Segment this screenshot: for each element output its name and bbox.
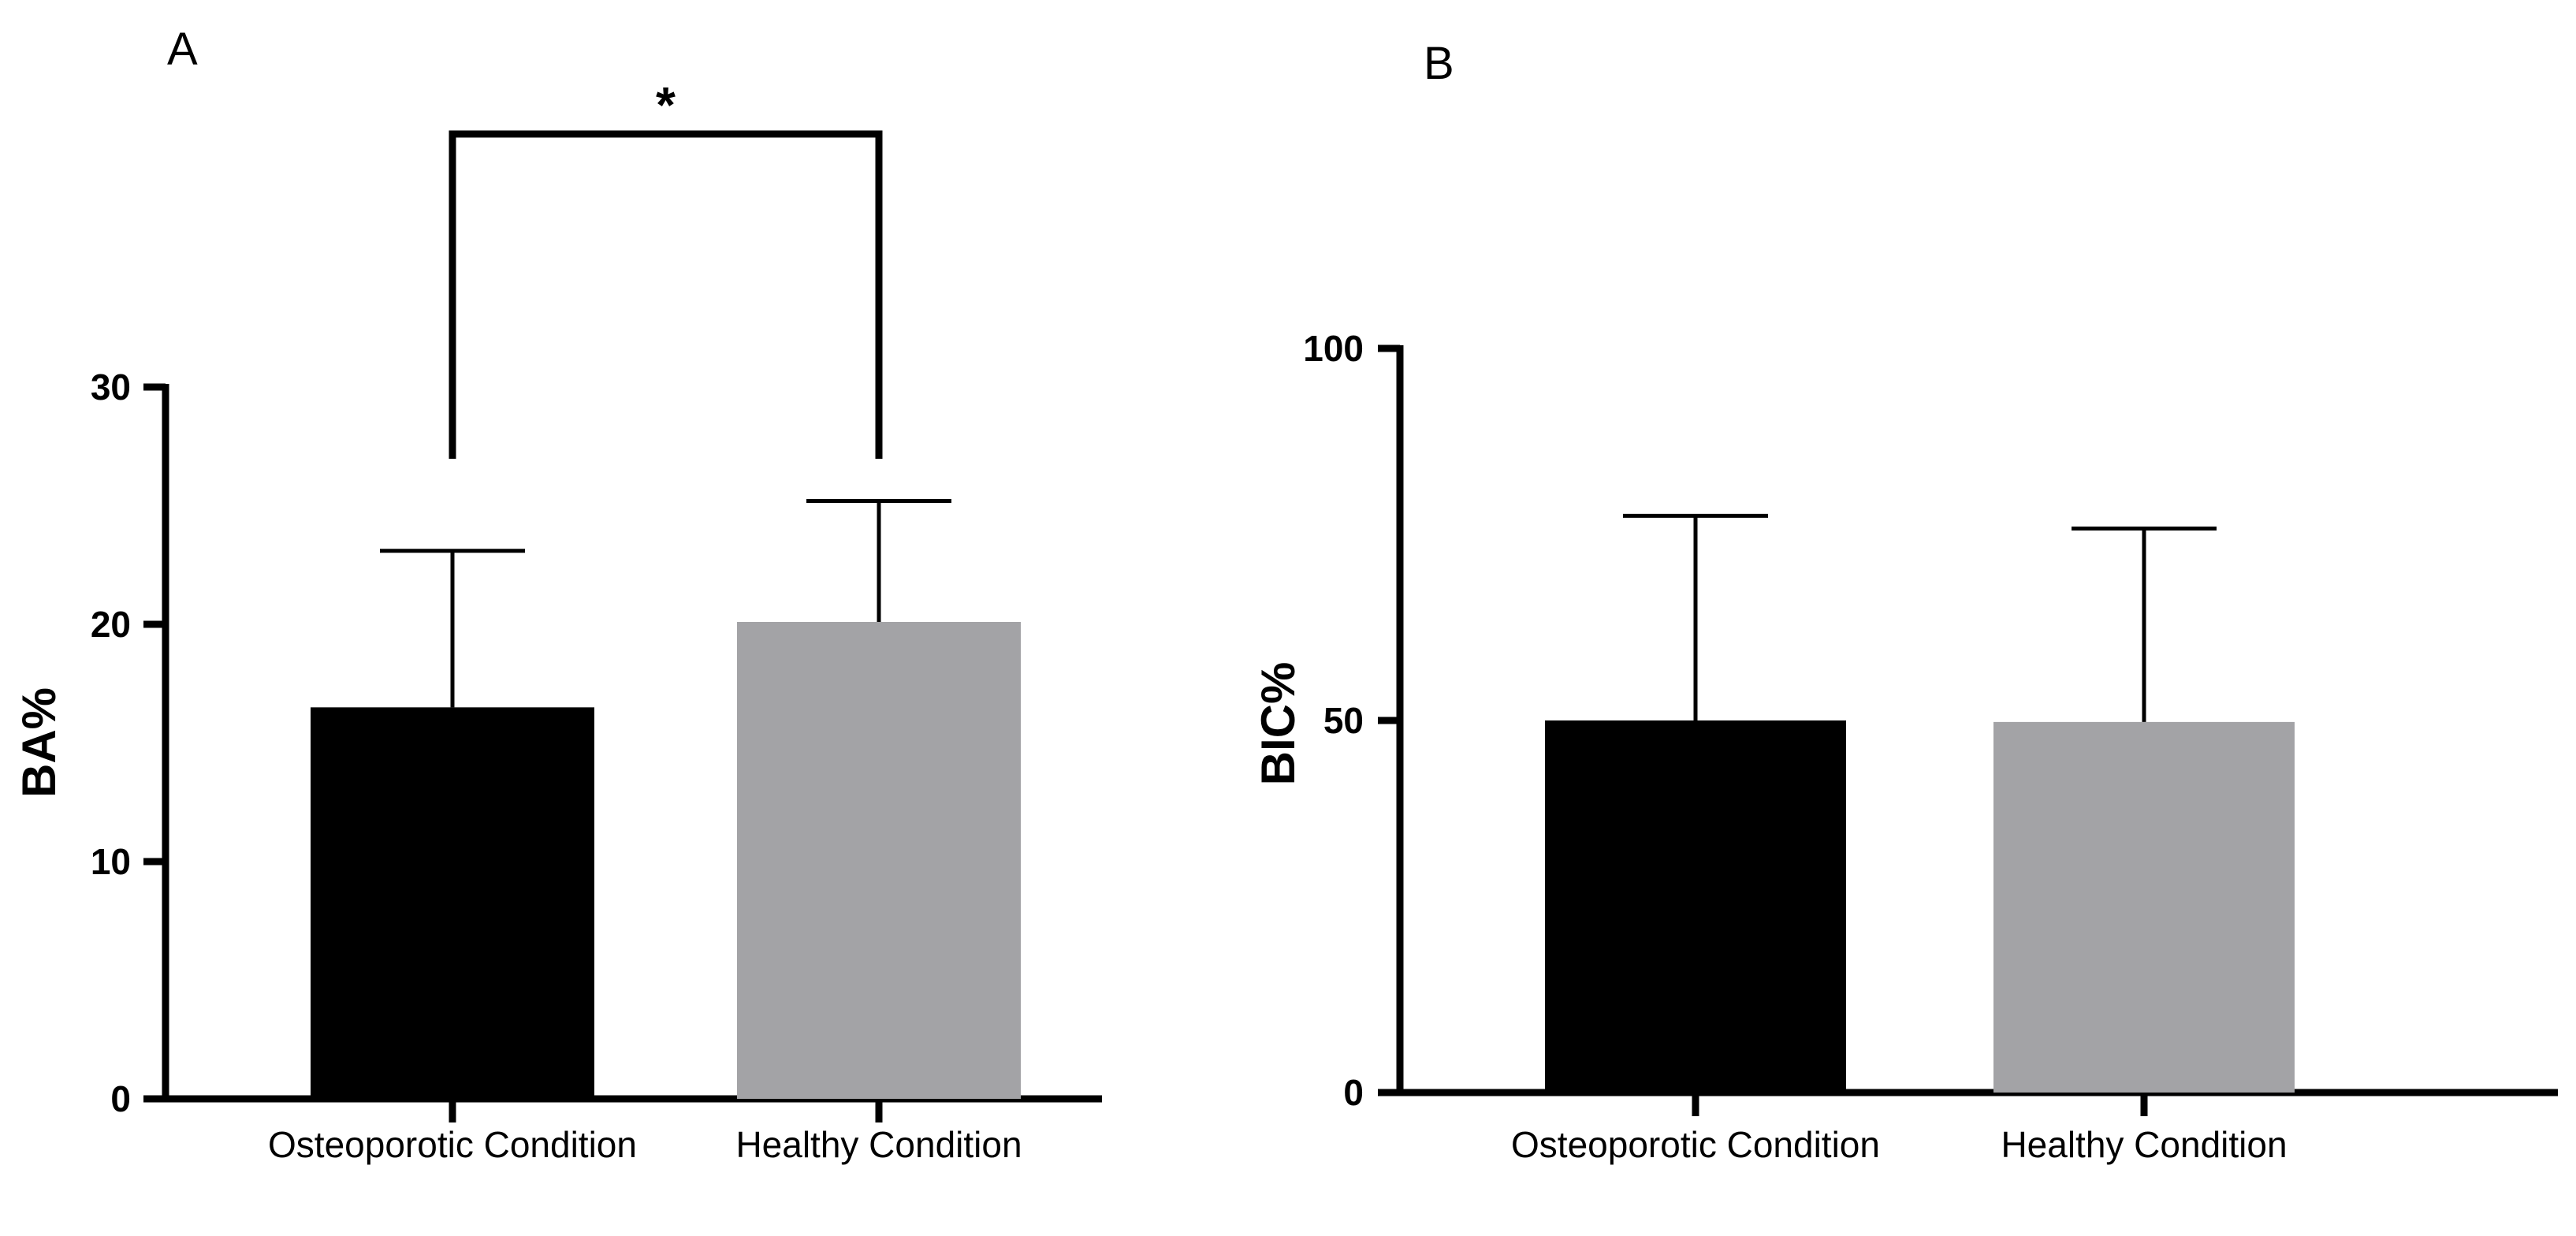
- panel-b-category-label: Healthy Condition: [2001, 1124, 2287, 1165]
- bar: [737, 621, 1021, 1099]
- panel-a-y-axis-title: BA%: [13, 687, 65, 798]
- y-tick-label: 30: [91, 367, 131, 408]
- significance-bracket-line: [449, 130, 883, 459]
- bar: [1545, 720, 1846, 1093]
- panel-b-letter: B: [1424, 38, 1454, 89]
- chart-panel-a: A BA% 0 10 20 30 Osteoporotic Condition Hea…: [13, 24, 1102, 1165]
- panel-b-y-axis-title: BIC%: [1252, 662, 1305, 786]
- panel-a-y-ticks: 0 10 20 30: [91, 367, 166, 1119]
- panel-b-error-bars: [1623, 513, 2217, 1116]
- y-tick-label: 100: [1303, 328, 1364, 369]
- panel-b-category-labels: Osteoporotic Condition Healthy Condition: [1511, 1124, 2288, 1165]
- panel-a-error-bars: [380, 498, 951, 1122]
- y-tick-label: 0: [110, 1078, 131, 1119]
- y-tick-label: 20: [91, 604, 131, 645]
- panel-a-letter: A: [167, 24, 198, 75]
- panel-a-category-label: Healthy Condition: [735, 1124, 1022, 1165]
- panel-a-significance-bracket: *: [449, 76, 883, 459]
- y-tick-label: 0: [1343, 1072, 1364, 1113]
- panel-a-category-label: Osteoporotic Condition: [268, 1124, 637, 1165]
- panel-a-category-labels: Osteoporotic Condition Healthy Condition: [268, 1124, 1022, 1165]
- bar: [311, 707, 594, 1099]
- y-tick-label: 50: [1323, 700, 1364, 741]
- chart-panel-b: B BIC% 0 50 100 Osteoporotic Condition Hea…: [1252, 38, 2558, 1165]
- significance-star: *: [656, 76, 676, 133]
- panel-b-category-label: Osteoporotic Condition: [1511, 1124, 1880, 1165]
- panel-b-bars: [1545, 720, 2295, 1093]
- bar: [1993, 721, 2295, 1093]
- panel-b-y-ticks: 0 50 100: [1303, 328, 1400, 1113]
- y-tick-label: 10: [91, 841, 131, 882]
- panel-a-bars: [311, 621, 1021, 1099]
